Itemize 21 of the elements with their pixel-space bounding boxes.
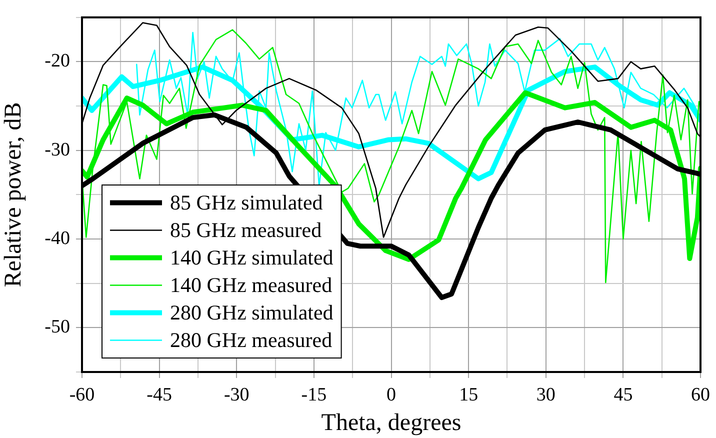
legend-label: 140 GHz measured <box>170 272 333 297</box>
x-tick-label: -45 <box>146 384 172 406</box>
y-axis-title: Relative power, dB <box>0 102 27 288</box>
y-tick-label: -50 <box>44 316 70 338</box>
legend-label: 85 GHz simulated <box>170 190 324 214</box>
legend-label: 280 GHz measured <box>170 328 333 352</box>
y-tick-label: -20 <box>44 50 70 72</box>
x-tick-label: -30 <box>224 384 250 406</box>
x-tick-label: -60 <box>69 384 95 406</box>
x-axis-title: Theta, degrees <box>321 410 462 436</box>
y-tick-label: -40 <box>44 228 70 250</box>
x-tick-label: 0 <box>386 384 396 406</box>
x-tick-label: -15 <box>301 384 327 406</box>
y-tick-label: -30 <box>44 139 70 160</box>
x-tick-label: 60 <box>691 384 710 406</box>
legend-label: 85 GHz measured <box>170 218 322 242</box>
x-tick-label: 30 <box>536 384 556 406</box>
legend-label: 280 GHz simulated <box>170 300 334 324</box>
x-tick-label: 45 <box>614 384 633 406</box>
x-tick-label: 15 <box>459 384 478 406</box>
legend-label: 140 GHz simulated <box>170 245 334 270</box>
